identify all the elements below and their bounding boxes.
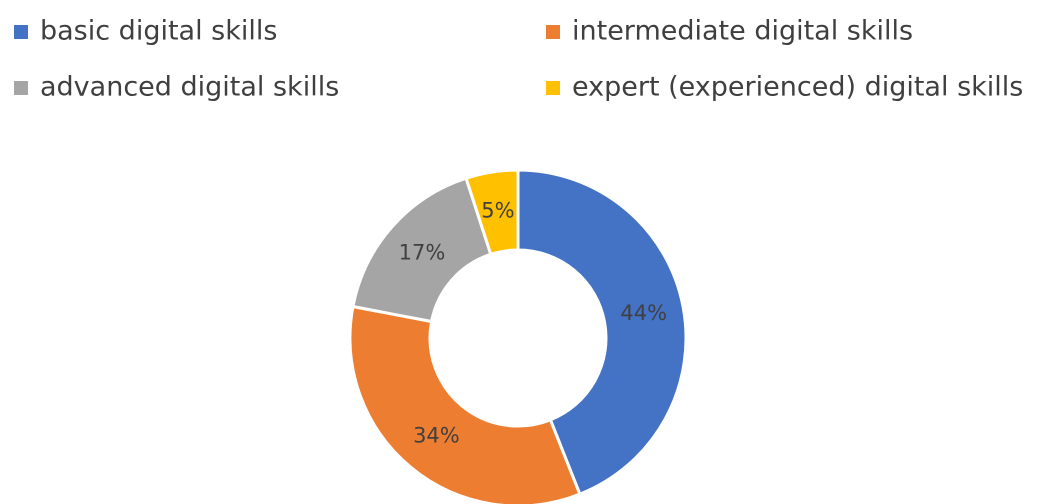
legend-swatch <box>546 81 560 95</box>
legend-label: expert (experienced) digital skills <box>572 72 1023 103</box>
donut-slice <box>464 168 520 257</box>
legend: basic digital skills intermediate digital… <box>14 16 1023 103</box>
legend-label: intermediate digital skills <box>572 16 913 47</box>
donut-slice <box>348 304 582 504</box>
data-labels: 44% 34% 17% 5% <box>399 199 667 448</box>
data-label: 44% <box>620 301 667 325</box>
donut <box>348 168 688 504</box>
legend-swatch <box>14 25 28 39</box>
legend-swatch <box>14 81 28 95</box>
data-label: 5% <box>481 199 514 223</box>
legend-label: basic digital skills <box>40 16 277 47</box>
data-label: 17% <box>399 240 446 264</box>
legend-swatch <box>546 25 560 39</box>
data-label: 34% <box>413 424 460 448</box>
donut-slice <box>516 168 688 497</box>
legend-label: advanced digital skills <box>40 72 339 103</box>
